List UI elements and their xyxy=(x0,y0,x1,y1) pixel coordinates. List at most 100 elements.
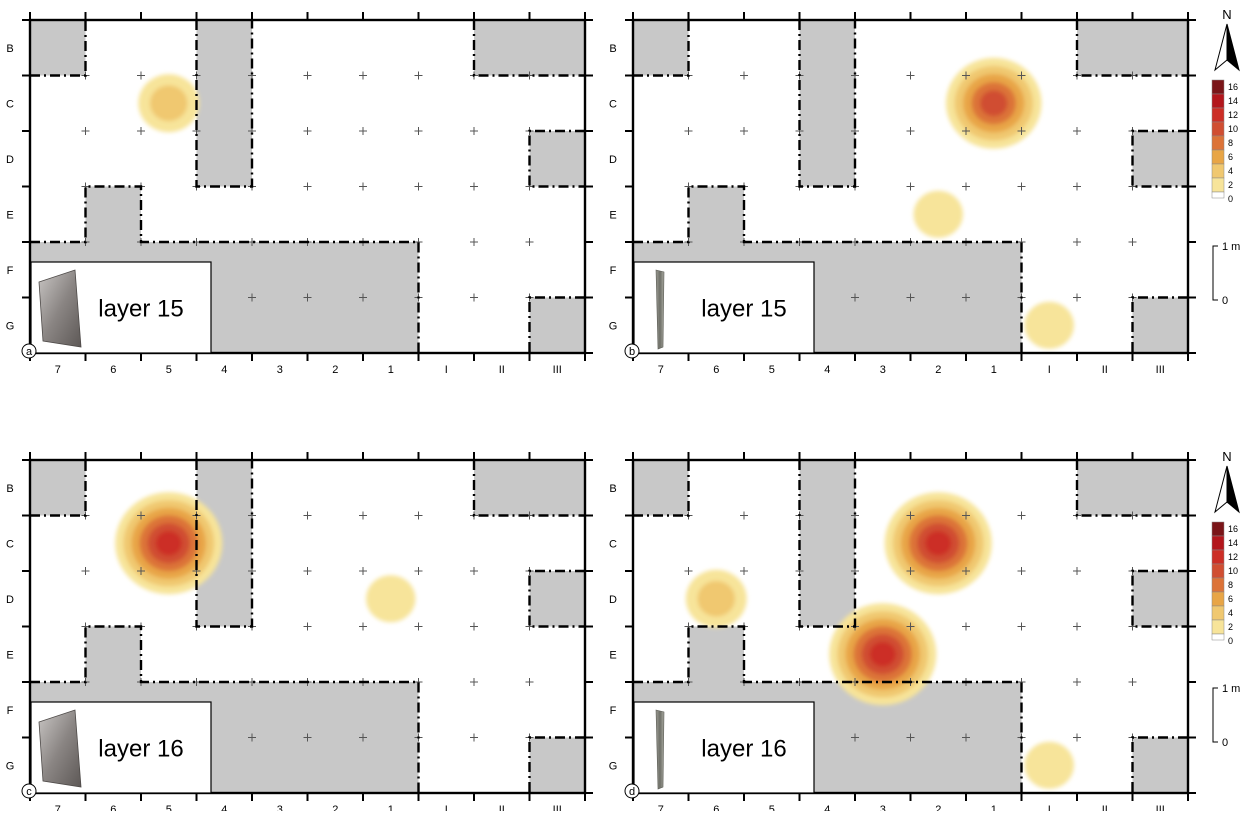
grid-cross xyxy=(525,238,534,246)
grid-cross xyxy=(359,567,367,575)
grid-cross xyxy=(740,71,748,80)
grid-cross xyxy=(303,622,312,631)
legend-level-label: 10 xyxy=(1228,124,1238,134)
grid-cross xyxy=(470,182,478,191)
column-label: 4 xyxy=(824,364,830,376)
trench-boundary xyxy=(1131,129,1188,188)
north-arrow-icon xyxy=(1214,23,1240,72)
grid-cross xyxy=(1017,127,1026,135)
grid-cross xyxy=(740,567,748,575)
legend-swatch xyxy=(1211,163,1225,179)
panel-letter-circle xyxy=(624,343,640,359)
legend-swatch xyxy=(1211,177,1225,193)
grid-cross xyxy=(1017,622,1026,631)
legend-swatch xyxy=(1211,93,1225,109)
grid-cross xyxy=(906,127,915,135)
grid-cross xyxy=(1017,71,1026,80)
grid-cross xyxy=(1017,511,1026,520)
grid-cross xyxy=(137,71,145,80)
excavated-area xyxy=(529,737,585,793)
grid-cross xyxy=(906,182,915,191)
trench-boundary xyxy=(633,20,690,77)
column-label: 4 xyxy=(824,804,830,811)
legend-level-label: 4 xyxy=(1228,166,1233,176)
row-label: E xyxy=(6,649,13,661)
trench-boundary xyxy=(195,460,254,628)
column-label: 6 xyxy=(110,804,116,811)
trench-boundary xyxy=(1075,20,1188,77)
grid-cross xyxy=(414,622,423,631)
panel-letter: d xyxy=(629,786,635,798)
layer-label: layer 15 xyxy=(98,296,183,323)
panel-letter: c xyxy=(26,786,32,798)
column-label: 2 xyxy=(935,364,941,376)
grid-cross xyxy=(740,127,748,135)
grid-cross xyxy=(414,511,423,520)
row-label: F xyxy=(610,705,617,717)
density-hotspot xyxy=(138,74,200,133)
excavated-area xyxy=(1132,297,1188,353)
legend-swatch xyxy=(1211,191,1225,199)
grid-cross xyxy=(684,127,693,135)
grid-cross xyxy=(414,182,423,191)
north-label: N xyxy=(1222,7,1231,22)
column-label: 2 xyxy=(332,364,338,376)
density-contour-12 xyxy=(869,641,896,667)
row-label: F xyxy=(610,265,617,277)
grid-cross xyxy=(303,182,312,191)
grid-cross xyxy=(962,733,970,742)
column-label: 1 xyxy=(991,364,997,376)
excavated-area xyxy=(799,460,855,627)
scale-label-top: 1 m xyxy=(1222,241,1240,253)
density-hotspot xyxy=(366,575,416,623)
excavated-area xyxy=(30,20,86,76)
trench-boundary xyxy=(472,20,585,77)
grid-cross xyxy=(137,127,145,135)
excavated-area xyxy=(799,20,855,187)
north-arrow-icon xyxy=(1214,465,1240,514)
trench-boundary xyxy=(30,460,87,517)
grid-cross xyxy=(137,567,145,575)
legend-level-label: 0 xyxy=(1228,636,1233,646)
excavated-area xyxy=(529,297,585,353)
grid-cross xyxy=(851,733,859,742)
trench-boundary xyxy=(528,296,585,353)
panel-ticks xyxy=(625,12,1196,361)
grid-cross xyxy=(906,293,915,302)
column-label: 6 xyxy=(713,804,719,811)
column-label: 2 xyxy=(332,804,338,811)
column-label: 3 xyxy=(880,364,886,376)
trench-boundary xyxy=(633,460,690,517)
grid-cross xyxy=(359,511,367,520)
excavated-area xyxy=(688,186,744,242)
row-label: D xyxy=(6,154,14,166)
row-label: G xyxy=(609,320,618,332)
legend-level-label: 6 xyxy=(1228,152,1233,162)
column-label: 7 xyxy=(658,804,664,811)
grid-cross xyxy=(359,293,367,302)
row-label: G xyxy=(609,760,618,772)
column-label: III xyxy=(1156,364,1165,376)
excavated-area xyxy=(1132,737,1188,793)
legend-level-label: 16 xyxy=(1228,82,1238,92)
grid-cross xyxy=(81,127,90,135)
column-label: 4 xyxy=(221,364,227,376)
legend-swatch xyxy=(1211,591,1225,607)
column-label: 5 xyxy=(166,364,172,376)
legend-swatch xyxy=(1211,535,1225,551)
trench-boundary xyxy=(1131,569,1188,628)
density-hotspot xyxy=(1024,301,1074,349)
legend-swatch xyxy=(1211,633,1225,641)
row-label: D xyxy=(609,154,617,166)
column-label: III xyxy=(1156,804,1165,811)
row-label: C xyxy=(609,98,617,110)
trench-boundary xyxy=(472,460,585,517)
legend-level-label: 2 xyxy=(1228,622,1233,632)
grid-cross xyxy=(414,567,423,575)
density-contour-2 xyxy=(366,575,416,623)
grid-cross xyxy=(962,622,970,631)
narrow-stone-blade-photo-icon xyxy=(655,709,665,790)
legend-level-label: 12 xyxy=(1228,552,1238,562)
